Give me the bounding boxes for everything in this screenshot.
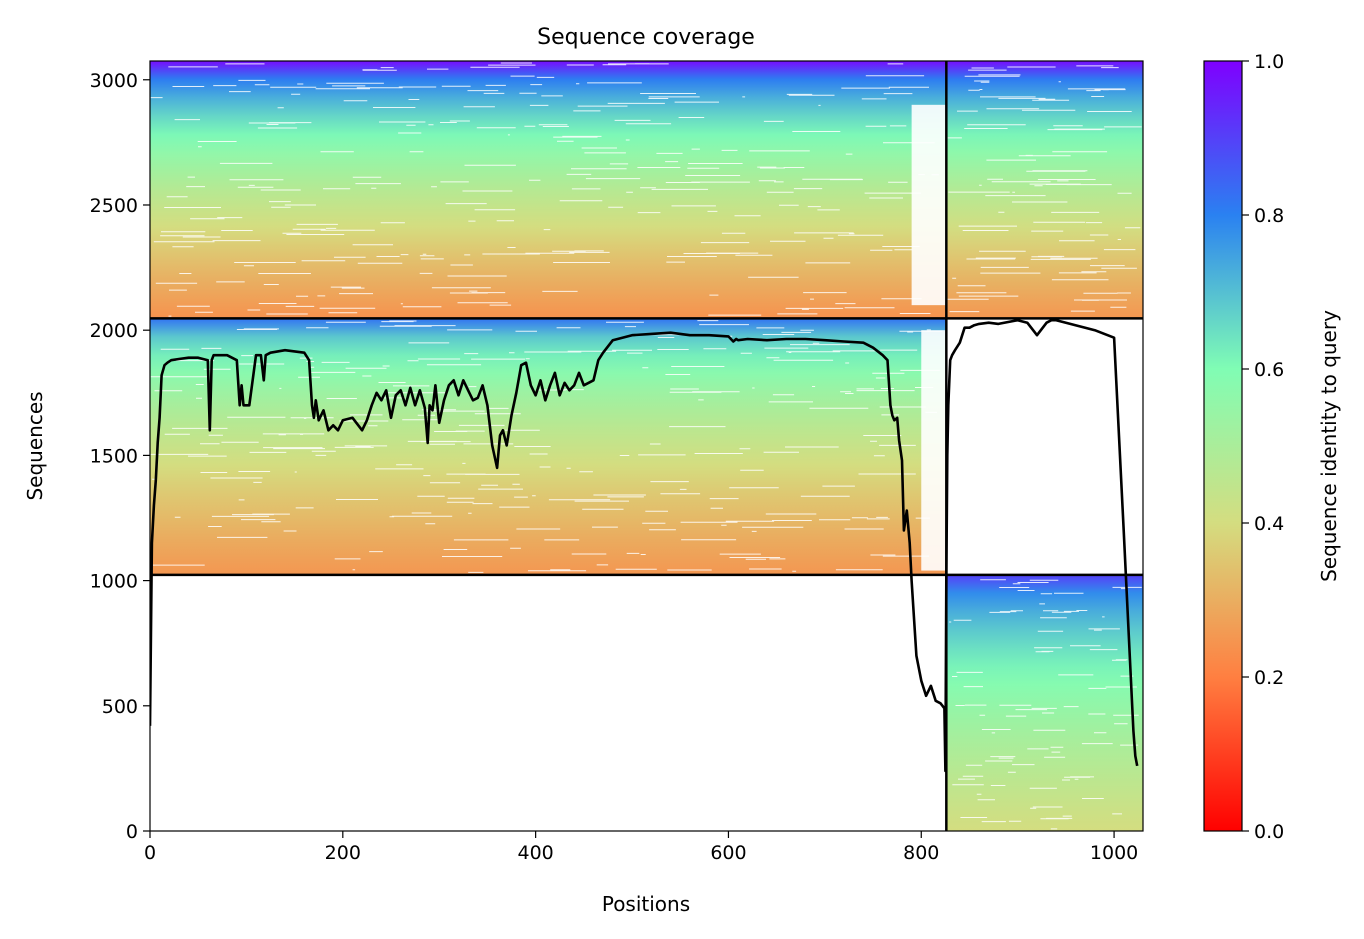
x-tick-label: 200 xyxy=(325,842,361,864)
gap-streaks-3 xyxy=(949,579,1142,830)
colorbar-label: Sequence identity to query xyxy=(1317,310,1341,582)
y-tick-label: 500 xyxy=(102,696,138,718)
x-tick-label: 600 xyxy=(710,842,746,864)
colorbar-gradient xyxy=(1203,60,1243,832)
y-tick-label: 3000 xyxy=(90,70,138,92)
plot-frame xyxy=(149,60,1144,832)
x-axis-label: Positions xyxy=(602,892,690,916)
coverage-line-layer xyxy=(150,318,1139,773)
colorbar-tick-label: 0.2 xyxy=(1254,667,1284,689)
y-tick-label: 1000 xyxy=(90,571,138,593)
y-tick-label: 0 xyxy=(126,821,138,843)
gap-streaks-2 xyxy=(150,320,943,573)
chart-title: Sequence coverage xyxy=(537,25,755,50)
colorbar-tick-label: 0.4 xyxy=(1254,513,1284,535)
gap-streaks-1 xyxy=(946,65,1142,313)
x-tick-label: 800 xyxy=(903,842,939,864)
coverage-block-1 xyxy=(946,61,1143,319)
colorbar: 0.0 0.2 0.4 0.6 0.8 1.0 Sequence identity to q… xyxy=(1203,51,1341,843)
colorbar-tick-label: 1.0 xyxy=(1254,51,1284,73)
colorbar-tick-label: 0.0 xyxy=(1254,821,1284,843)
y-tick-label: 1500 xyxy=(90,445,138,467)
coverage-line xyxy=(150,318,1139,773)
gap-streaks-0 xyxy=(150,62,939,317)
x-axis: 0 200 400 600 800 1000 xyxy=(144,831,1138,864)
gap-region-top xyxy=(911,104,947,306)
x-tick-label: 0 xyxy=(144,842,156,864)
y-tick-label: 2500 xyxy=(90,195,138,217)
colorbar-tick-label: 0.6 xyxy=(1254,359,1284,381)
coverage-block-3 xyxy=(946,574,1143,831)
x-tick-label: 400 xyxy=(517,842,553,864)
y-tick-label: 2000 xyxy=(90,320,138,342)
gap-streaks xyxy=(150,62,1142,830)
x-tick-label: 1000 xyxy=(1090,842,1138,864)
y-axis-label: Sequences xyxy=(23,391,47,500)
y-axis: 0 500 1000 1500 2000 2500 3000 xyxy=(90,70,150,843)
colorbar-tick-label: 0.8 xyxy=(1254,205,1284,227)
gap-region-middle xyxy=(921,330,947,571)
